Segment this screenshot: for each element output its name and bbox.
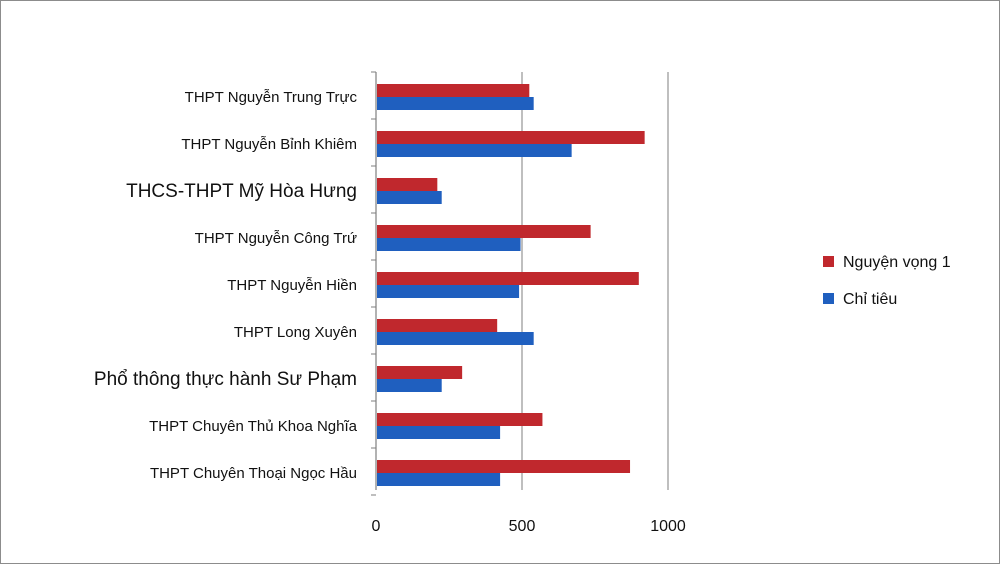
- legend-label: Nguyện vọng 1: [843, 254, 951, 271]
- bar-chi-tieu: [377, 379, 442, 392]
- bar-nguyen-vong-1: [377, 178, 438, 191]
- bar-chi-tieu: [377, 238, 521, 251]
- bar-nguyen-vong-1: [377, 319, 498, 332]
- x-tick-label: 0: [372, 518, 381, 535]
- category-label: Phổ thông thực hành Sư Phạm: [94, 369, 357, 390]
- category-label: THPT Long Xuyên: [234, 324, 357, 341]
- bar-nguyen-vong-1: [377, 225, 591, 238]
- bar-nguyen-vong-1: [377, 131, 645, 144]
- x-tick-label: 500: [509, 518, 536, 535]
- bar-nguyen-vong-1: [377, 366, 463, 379]
- bar-chi-tieu: [377, 473, 501, 486]
- category-label: THPT Nguyễn Bỉnh Khiêm: [181, 136, 357, 153]
- bar-chi-tieu: [377, 191, 442, 204]
- legend-swatch: [823, 293, 834, 304]
- bar-chi-tieu: [377, 97, 534, 110]
- category-label: THPT Chuyên Thủ Khoa Nghĩa: [149, 418, 358, 435]
- category-label: THCS-THPT Mỹ Hòa Hưng: [126, 181, 357, 202]
- bar-nguyen-vong-1: [377, 460, 631, 473]
- category-label: THPT Nguyễn Hiền: [227, 277, 357, 294]
- x-tick-label: 1000: [650, 518, 686, 535]
- bar-chi-tieu: [377, 332, 534, 345]
- bar-nguyen-vong-1: [377, 272, 639, 285]
- bar-nguyen-vong-1: [377, 413, 543, 426]
- bar-chi-tieu: [377, 144, 572, 157]
- legend-label: Chỉ tiêu: [843, 291, 897, 308]
- category-label: THPT Chuyên Thoại Ngọc Hầu: [150, 465, 357, 482]
- bar-nguyen-vong-1: [377, 84, 530, 97]
- bar-chi-tieu: [377, 426, 501, 439]
- category-label: THPT Nguyễn Công Trứ: [195, 230, 357, 247]
- bar-chi-tieu: [377, 285, 520, 298]
- legend-swatch: [823, 256, 834, 267]
- category-label: THPT Nguyễn Trung Trực: [185, 89, 358, 106]
